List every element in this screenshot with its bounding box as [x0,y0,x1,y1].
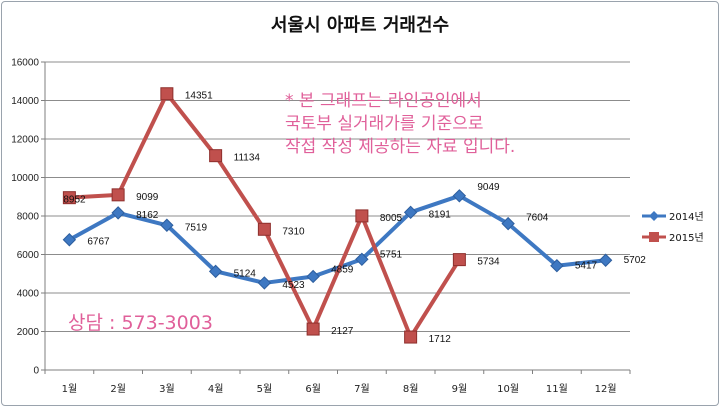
data-label: 6767 [87,237,110,248]
data-point [111,206,125,220]
y-tick-label: 12000 [11,135,39,146]
data-point [209,149,223,163]
data-label: 8952 [63,195,86,206]
x-tick-label: 1월 [62,383,78,395]
data-point [550,259,564,273]
data-label: 5734 [477,257,500,268]
data-point [160,87,174,101]
y-tick-label: 0 [33,366,39,377]
x-tick-label: 3월 [159,383,175,395]
data-point [208,264,223,279]
data-label: 5751 [380,249,403,260]
x-tick-label: 2월 [110,383,126,395]
data-point [355,209,369,223]
series-layer [62,87,613,344]
x-tick-label: 11월 [546,383,568,395]
x-tick-label: 10월 [497,383,519,395]
y-tick-label: 2000 [17,327,40,338]
data-label: 9049 [477,182,500,193]
data-point [257,276,272,290]
data-labels: 6767 8162 7519 5124 4523 4859 5751 8191 9049 7604… [63,91,646,345]
data-label: 4523 [282,280,305,291]
data-label: 8191 [429,209,452,220]
y-tick-label: 16000 [11,58,39,69]
legend-marker [649,211,659,221]
data-label: 5417 [575,261,598,272]
data-label: 7310 [282,226,305,237]
y-tick-label: 10000 [11,173,39,184]
data-point [355,252,369,267]
y-tick-label: 6000 [17,250,40,261]
data-label: 2127 [331,326,354,337]
x-axis: 1월 2월 3월 4월 5월 6월 7월 8월 9월 10월 11월 12월 [44,370,631,395]
data-point [501,216,515,231]
x-tick-label: 12월 [595,383,617,395]
data-label: 5702 [624,255,647,266]
contact-text: 상담 : 573-3003 [68,312,213,334]
data-label: 8005 [380,213,403,224]
legend: 2014년 2015년 [642,211,704,244]
data-label: 8162 [136,210,159,221]
legend-marker [649,232,659,242]
data-label: 9099 [136,192,159,203]
data-label: 7519 [185,222,208,233]
data-label: 14351 [185,91,213,102]
y-tick-label: 14000 [11,96,39,107]
data-point [160,218,174,232]
data-point [598,253,613,267]
data-label: 7604 [526,213,549,224]
data-point [306,322,320,336]
x-tick-label: 7월 [354,383,370,395]
note-line-2: 국토부 실거래가를 기준으로 [285,114,484,134]
data-point [403,205,418,220]
y-axis: 0 2000 4000 6000 8000 10000 12000 14000 16000 [11,58,46,377]
chart-title: 서울시 아파트 거래건수 [271,15,449,36]
data-point [306,269,320,284]
note-line-3: 작접 작성 제공하는 자료 입니다. [285,137,515,157]
legend-label: 2015년 [669,232,704,244]
note-line-1: * 본 그래프는 라인공인에서 [285,91,482,111]
data-point [452,253,466,267]
data-point [257,222,271,236]
data-label: 1712 [429,334,452,345]
y-tick-label: 8000 [17,212,40,223]
x-tick-label: 9월 [452,383,468,395]
data-label: 5124 [234,268,257,279]
annotation-note: * 본 그래프는 라인공인에서 국토부 실거래가를 기준으로 작접 작성 제공하… [285,91,515,157]
data-point [111,188,125,202]
data-point [404,330,418,344]
x-tick-label: 4월 [208,383,224,395]
legend-label: 2014년 [669,211,704,223]
data-label: 11134 [234,153,261,164]
x-tick-label: 8월 [403,383,419,395]
x-tick-label: 5월 [257,383,273,395]
data-point [62,191,76,205]
y-tick-label: 4000 [17,289,40,300]
data-label: 4859 [331,264,354,275]
x-tick-label: 6월 [305,383,321,395]
data-point [62,233,77,247]
data-point [452,189,467,203]
